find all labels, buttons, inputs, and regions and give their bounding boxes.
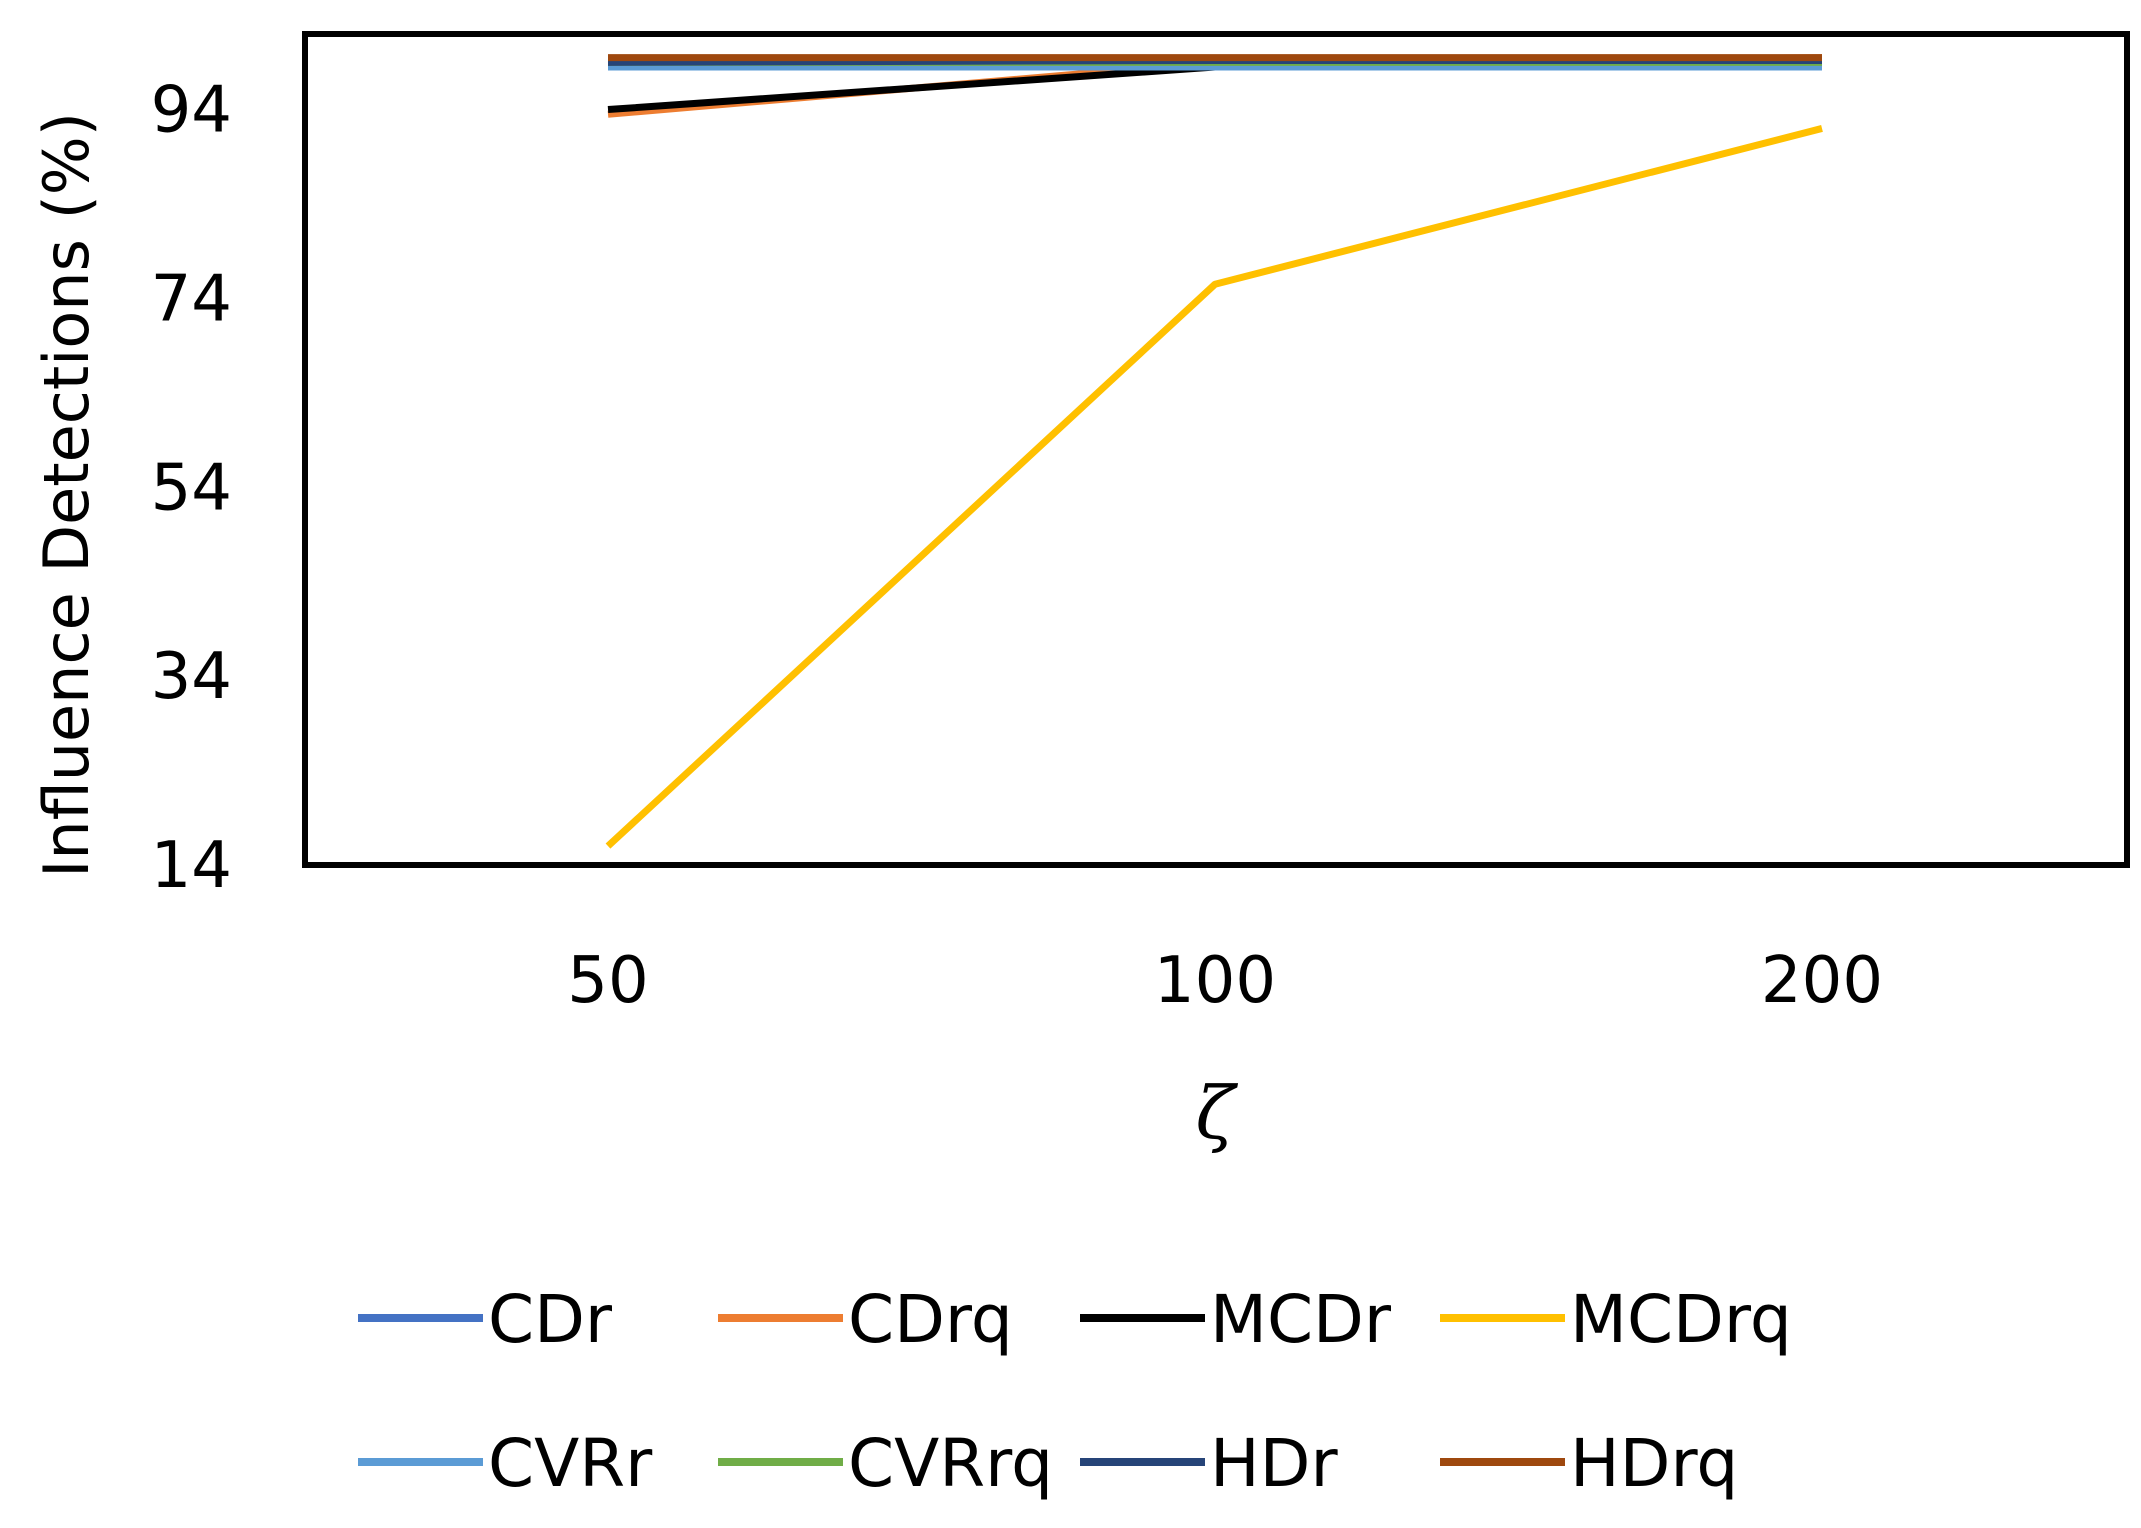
legend-item-cdrq[interactable]: CDrq	[718, 1281, 1013, 1358]
legend-label: MCDrq	[1570, 1281, 1792, 1358]
plot-frame	[302, 31, 2130, 868]
legend-label: CDrq	[848, 1281, 1013, 1358]
series-line-mcdrq	[605, 125, 1823, 849]
y-tick-label: 34	[151, 640, 232, 714]
legend-label: CVRr	[488, 1425, 653, 1502]
legend-item-mcdr[interactable]: MCDr	[1080, 1281, 1392, 1358]
y-tick-label: 94	[151, 74, 232, 148]
x-axis-ticks: 50 100 200	[567, 944, 1883, 1018]
legend-item-cvrr[interactable]: CVRr	[358, 1425, 653, 1502]
x-tick-label: 200	[1761, 944, 1883, 1018]
y-tick-label: 14	[151, 829, 232, 903]
legend-label: CVRrq	[848, 1425, 1053, 1502]
y-tick-label: 54	[151, 451, 232, 525]
y-axis-ticks: 14 34 54 74 94	[151, 74, 232, 903]
x-tick-label: 50	[567, 944, 648, 1018]
series-lines	[605, 54, 1823, 849]
legend-label: CDr	[488, 1281, 613, 1358]
legend-item-cvrrq[interactable]: CVRrq	[718, 1425, 1053, 1502]
legend-item-cdr[interactable]: CDr	[358, 1281, 613, 1358]
legend: CDr CDrq MCDr MCDrq CVRr CVRrq HDr HDrq	[358, 1281, 1792, 1502]
legend-item-hdrq[interactable]: HDrq	[1440, 1425, 1738, 1502]
x-tick-label: 100	[1154, 944, 1276, 1018]
legend-item-mcdrq[interactable]: MCDrq	[1440, 1281, 1792, 1358]
y-tick-label: 74	[151, 262, 232, 336]
x-axis-title: ζ	[1195, 1071, 1238, 1155]
legend-item-hdr[interactable]: HDr	[1080, 1425, 1338, 1502]
legend-label: HDr	[1210, 1425, 1338, 1502]
legend-label: MCDr	[1210, 1281, 1392, 1358]
legend-label: HDrq	[1570, 1425, 1738, 1502]
y-axis-title: Influence Detections (%)	[30, 112, 103, 878]
